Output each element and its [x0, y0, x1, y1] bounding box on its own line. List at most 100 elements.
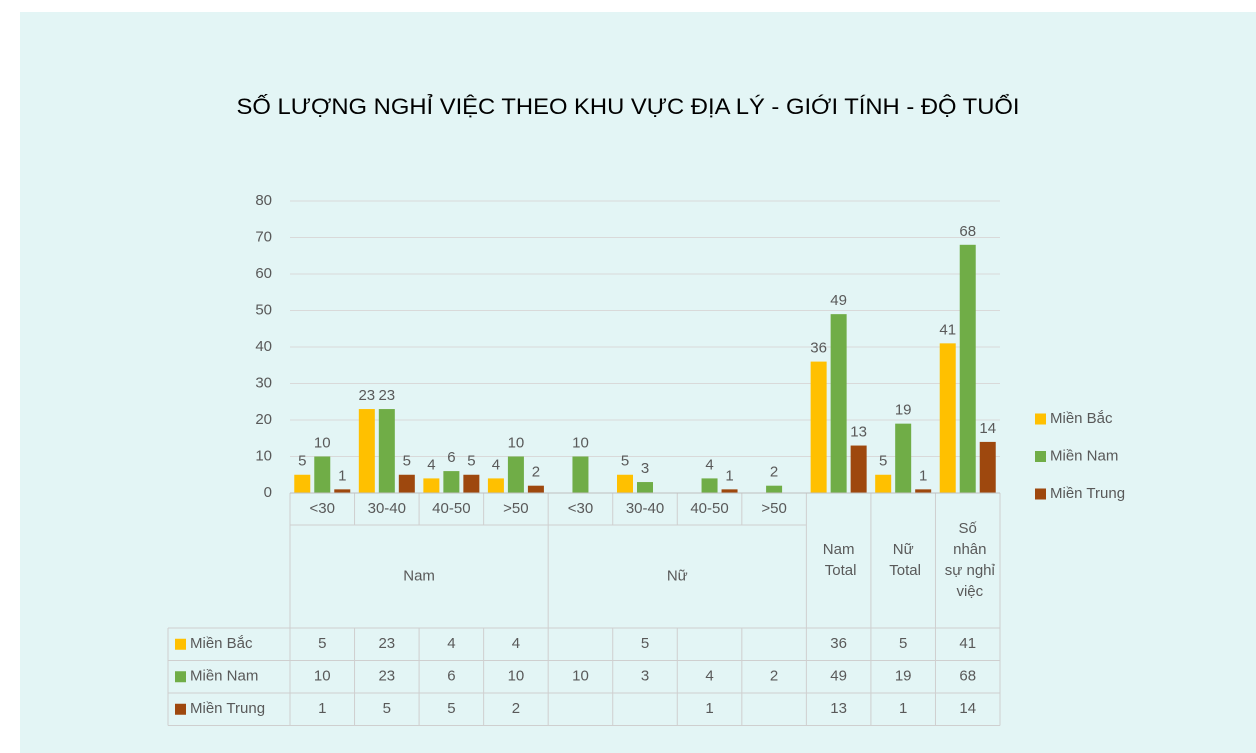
y-tick-label: 0 — [264, 484, 272, 501]
table-cell: 2 — [770, 668, 778, 685]
data-label: 5 — [403, 453, 411, 470]
table-cell: 19 — [895, 668, 912, 685]
bar — [572, 456, 589, 493]
data-label: 5 — [621, 453, 629, 470]
table-cell: 5 — [899, 635, 907, 652]
y-tick-label: 30 — [255, 374, 272, 391]
table-cell: 10 — [572, 668, 589, 685]
legend-label: Miền Trung — [1050, 485, 1125, 502]
x-tick-label: 30-40 — [626, 500, 664, 517]
table-cell: 13 — [830, 700, 847, 717]
bar — [721, 489, 738, 493]
y-tick-label: 70 — [255, 228, 272, 245]
data-label: 10 — [572, 434, 589, 451]
legend-key — [1035, 451, 1046, 462]
data-label: 1 — [725, 467, 733, 484]
data-label: 68 — [959, 223, 976, 240]
bar — [314, 456, 331, 493]
table-cell: 41 — [959, 635, 976, 652]
table-cell: 14 — [959, 700, 976, 717]
table-cell: 10 — [314, 668, 331, 685]
y-tick-label: 60 — [255, 265, 272, 282]
bar — [487, 478, 504, 493]
legend-key — [1035, 413, 1046, 425]
table-cell: 4 — [512, 635, 520, 652]
data-label: 19 — [895, 402, 912, 419]
group-label: Nam — [403, 567, 435, 584]
bar — [294, 474, 311, 493]
data-label: 2 — [770, 464, 778, 481]
legend-label: Miền Nam — [1050, 447, 1118, 464]
x-tick-label: 40-50 — [690, 500, 728, 517]
y-tick-label: 80 — [255, 192, 272, 209]
bar — [637, 482, 653, 493]
x-tick-label: 40-50 — [432, 500, 470, 517]
table-cell: 1 — [899, 700, 907, 717]
y-tick-label: 50 — [255, 301, 272, 318]
data-label: 2 — [532, 464, 540, 481]
table-cell: 5 — [641, 635, 649, 652]
y-tick-label: 20 — [255, 411, 272, 428]
bar — [875, 474, 892, 493]
data-label: 5 — [879, 453, 887, 470]
bar — [398, 474, 415, 493]
bar — [939, 343, 956, 493]
data-label: 3 — [641, 460, 649, 477]
table-cell: 10 — [508, 668, 525, 685]
bar — [463, 474, 480, 493]
bar — [830, 314, 847, 493]
chart-background — [20, 12, 1256, 753]
bar — [527, 485, 544, 493]
data-label: 6 — [447, 449, 455, 466]
bar — [959, 244, 976, 493]
data-label: 4 — [705, 456, 713, 473]
data-label: 10 — [314, 434, 331, 451]
data-label: 23 — [358, 387, 375, 404]
data-label: 23 — [378, 387, 395, 404]
bar — [895, 423, 912, 493]
x-tick-label: <30 — [310, 500, 335, 517]
bar — [766, 485, 783, 493]
x-tick-label: <30 — [568, 500, 593, 517]
bar — [617, 474, 633, 493]
data-label: 36 — [810, 340, 827, 357]
group-label: Nữ — [667, 567, 688, 584]
table-cell: 23 — [378, 668, 395, 685]
bar — [358, 409, 375, 493]
table-cell: 23 — [378, 635, 395, 652]
data-label: 10 — [508, 434, 525, 451]
bar — [378, 409, 395, 493]
table-row-label: Miền Nam — [190, 668, 258, 685]
bar — [850, 445, 867, 493]
table-row-label: Miền Trung — [190, 700, 265, 717]
data-label: 41 — [939, 321, 956, 338]
bar — [443, 471, 460, 493]
group-label: Nữ Total — [885, 541, 921, 579]
data-label: 1 — [338, 467, 346, 484]
table-row-label: Miền Bắc — [190, 635, 253, 652]
group-label: Nam Total — [821, 541, 857, 579]
x-tick-label: 30-40 — [368, 500, 406, 517]
bar — [701, 478, 718, 493]
x-tick-label: >50 — [503, 500, 528, 517]
legend-key — [1035, 488, 1046, 500]
table-cell: 5 — [447, 700, 455, 717]
table-cell: 5 — [383, 700, 391, 717]
table-legend-key — [175, 638, 186, 650]
legend-label: Miền Bắc — [1050, 410, 1113, 427]
data-label: 5 — [467, 453, 475, 470]
bar — [810, 361, 827, 493]
y-tick-label: 40 — [255, 338, 272, 355]
bar — [507, 456, 524, 493]
table-cell: 1 — [705, 700, 713, 717]
y-tick-label: 10 — [255, 447, 272, 464]
data-label: 49 — [830, 292, 847, 309]
chart-title: SỐ LƯỢNG NGHỈ VIỆC THEO KHU VỰC ĐỊA LÝ -… — [237, 93, 1020, 119]
table-legend-key — [175, 703, 186, 715]
x-tick-label: >50 — [761, 500, 786, 517]
table-cell: 4 — [705, 668, 713, 685]
data-label: 4 — [427, 456, 435, 473]
group-label: Số nhân sự nghỉ việc — [941, 520, 996, 600]
table-cell: 36 — [830, 635, 847, 652]
